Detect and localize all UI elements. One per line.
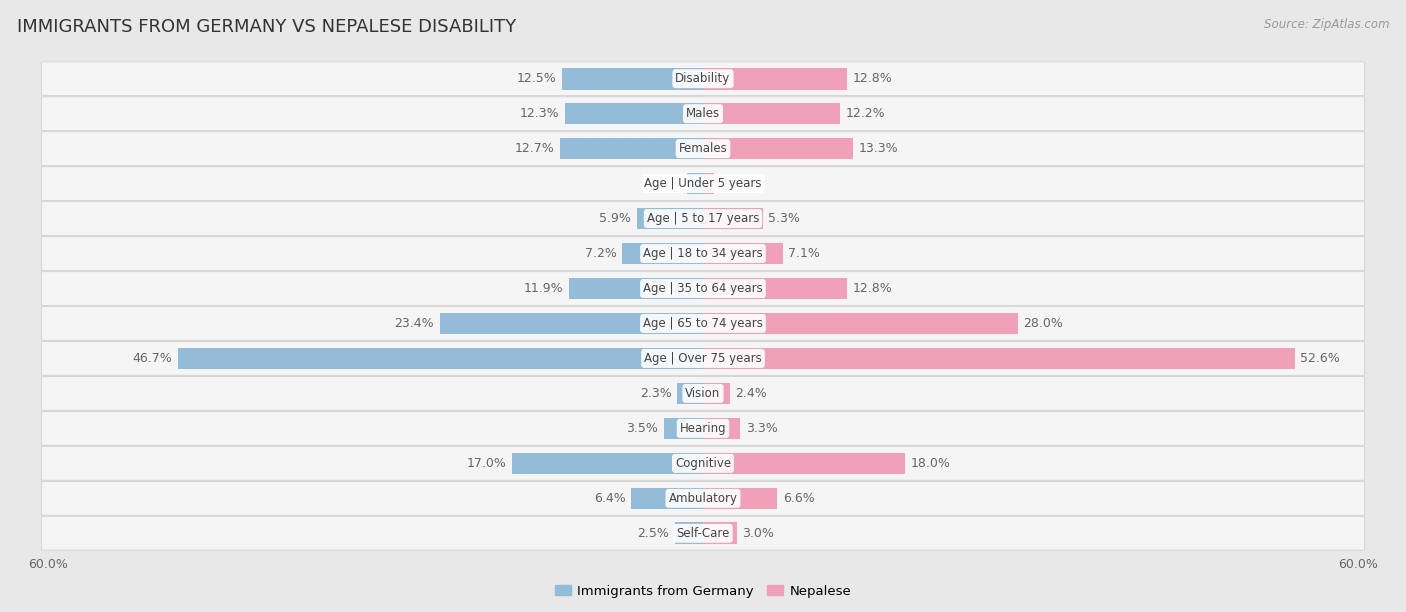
Bar [565, 103, 703, 124]
Bar [703, 382, 730, 405]
FancyBboxPatch shape [42, 376, 1364, 410]
Text: 3.0%: 3.0% [742, 527, 775, 540]
Text: 28.0%: 28.0% [1024, 317, 1063, 330]
Text: 5.3%: 5.3% [768, 212, 800, 225]
Bar [703, 243, 783, 264]
FancyBboxPatch shape [42, 272, 1364, 305]
Text: Hearing: Hearing [679, 422, 727, 435]
Bar [703, 348, 1295, 369]
Text: IMMIGRANTS FROM GERMANY VS NEPALESE DISABILITY: IMMIGRANTS FROM GERMANY VS NEPALESE DISA… [17, 18, 516, 36]
FancyBboxPatch shape [42, 237, 1364, 271]
Text: 12.8%: 12.8% [852, 72, 893, 85]
Bar [703, 523, 737, 544]
Text: Age | 5 to 17 years: Age | 5 to 17 years [647, 212, 759, 225]
Bar [678, 382, 703, 405]
Bar [703, 417, 740, 439]
Text: 52.6%: 52.6% [1301, 352, 1340, 365]
Text: 17.0%: 17.0% [467, 457, 506, 470]
FancyBboxPatch shape [42, 167, 1364, 200]
Bar [569, 278, 703, 299]
Bar [703, 278, 846, 299]
Text: 3.5%: 3.5% [626, 422, 658, 435]
FancyBboxPatch shape [42, 447, 1364, 480]
Text: 46.7%: 46.7% [132, 352, 172, 365]
Text: 2.3%: 2.3% [640, 387, 672, 400]
Bar [440, 313, 703, 334]
Text: 5.9%: 5.9% [599, 212, 631, 225]
Text: 1.4%: 1.4% [650, 177, 682, 190]
Text: 60.0%: 60.0% [28, 559, 67, 572]
FancyBboxPatch shape [42, 62, 1364, 95]
Text: Age | 35 to 64 years: Age | 35 to 64 years [643, 282, 763, 295]
Bar [703, 103, 841, 124]
Text: Females: Females [679, 142, 727, 155]
Text: 12.5%: 12.5% [517, 72, 557, 85]
Bar [512, 452, 703, 474]
Bar [703, 68, 846, 89]
Text: 6.4%: 6.4% [593, 492, 626, 505]
Bar [703, 488, 778, 509]
Bar [621, 243, 703, 264]
Bar [637, 207, 703, 230]
Text: 6.6%: 6.6% [783, 492, 814, 505]
Legend: Immigrants from Germany, Nepalese: Immigrants from Germany, Nepalese [550, 580, 856, 603]
Text: Males: Males [686, 107, 720, 120]
Text: 12.8%: 12.8% [852, 282, 893, 295]
Text: 60.0%: 60.0% [1339, 559, 1378, 572]
Text: 0.97%: 0.97% [720, 177, 759, 190]
Text: 3.3%: 3.3% [745, 422, 778, 435]
Bar [560, 138, 703, 160]
Bar [631, 488, 703, 509]
FancyBboxPatch shape [42, 307, 1364, 340]
Bar [675, 523, 703, 544]
Text: 12.2%: 12.2% [846, 107, 886, 120]
FancyBboxPatch shape [42, 517, 1364, 550]
Bar [703, 207, 762, 230]
Bar [688, 173, 703, 195]
FancyBboxPatch shape [42, 132, 1364, 165]
FancyBboxPatch shape [42, 412, 1364, 445]
Text: Disability: Disability [675, 72, 731, 85]
Bar [703, 138, 852, 160]
Text: 11.9%: 11.9% [524, 282, 564, 295]
Text: 2.5%: 2.5% [637, 527, 669, 540]
Text: 12.3%: 12.3% [519, 107, 560, 120]
Bar [177, 348, 703, 369]
Text: Ambulatory: Ambulatory [668, 492, 738, 505]
Text: Self-Care: Self-Care [676, 527, 730, 540]
Text: 7.2%: 7.2% [585, 247, 616, 260]
FancyBboxPatch shape [42, 341, 1364, 375]
Text: Age | Over 75 years: Age | Over 75 years [644, 352, 762, 365]
Bar [703, 313, 1018, 334]
Text: Cognitive: Cognitive [675, 457, 731, 470]
Text: 13.3%: 13.3% [858, 142, 898, 155]
FancyBboxPatch shape [42, 97, 1364, 130]
Text: Age | 65 to 74 years: Age | 65 to 74 years [643, 317, 763, 330]
Text: Age | 18 to 34 years: Age | 18 to 34 years [643, 247, 763, 260]
Text: Source: ZipAtlas.com: Source: ZipAtlas.com [1264, 18, 1389, 31]
Text: 2.4%: 2.4% [735, 387, 768, 400]
Bar [664, 417, 703, 439]
Bar [562, 68, 703, 89]
Bar [703, 452, 905, 474]
Bar [703, 173, 714, 195]
Text: Age | Under 5 years: Age | Under 5 years [644, 177, 762, 190]
FancyBboxPatch shape [42, 202, 1364, 236]
Text: 23.4%: 23.4% [395, 317, 434, 330]
Text: Vision: Vision [685, 387, 721, 400]
Text: 7.1%: 7.1% [789, 247, 820, 260]
Text: 18.0%: 18.0% [911, 457, 950, 470]
FancyBboxPatch shape [42, 482, 1364, 515]
Text: 12.7%: 12.7% [515, 142, 554, 155]
